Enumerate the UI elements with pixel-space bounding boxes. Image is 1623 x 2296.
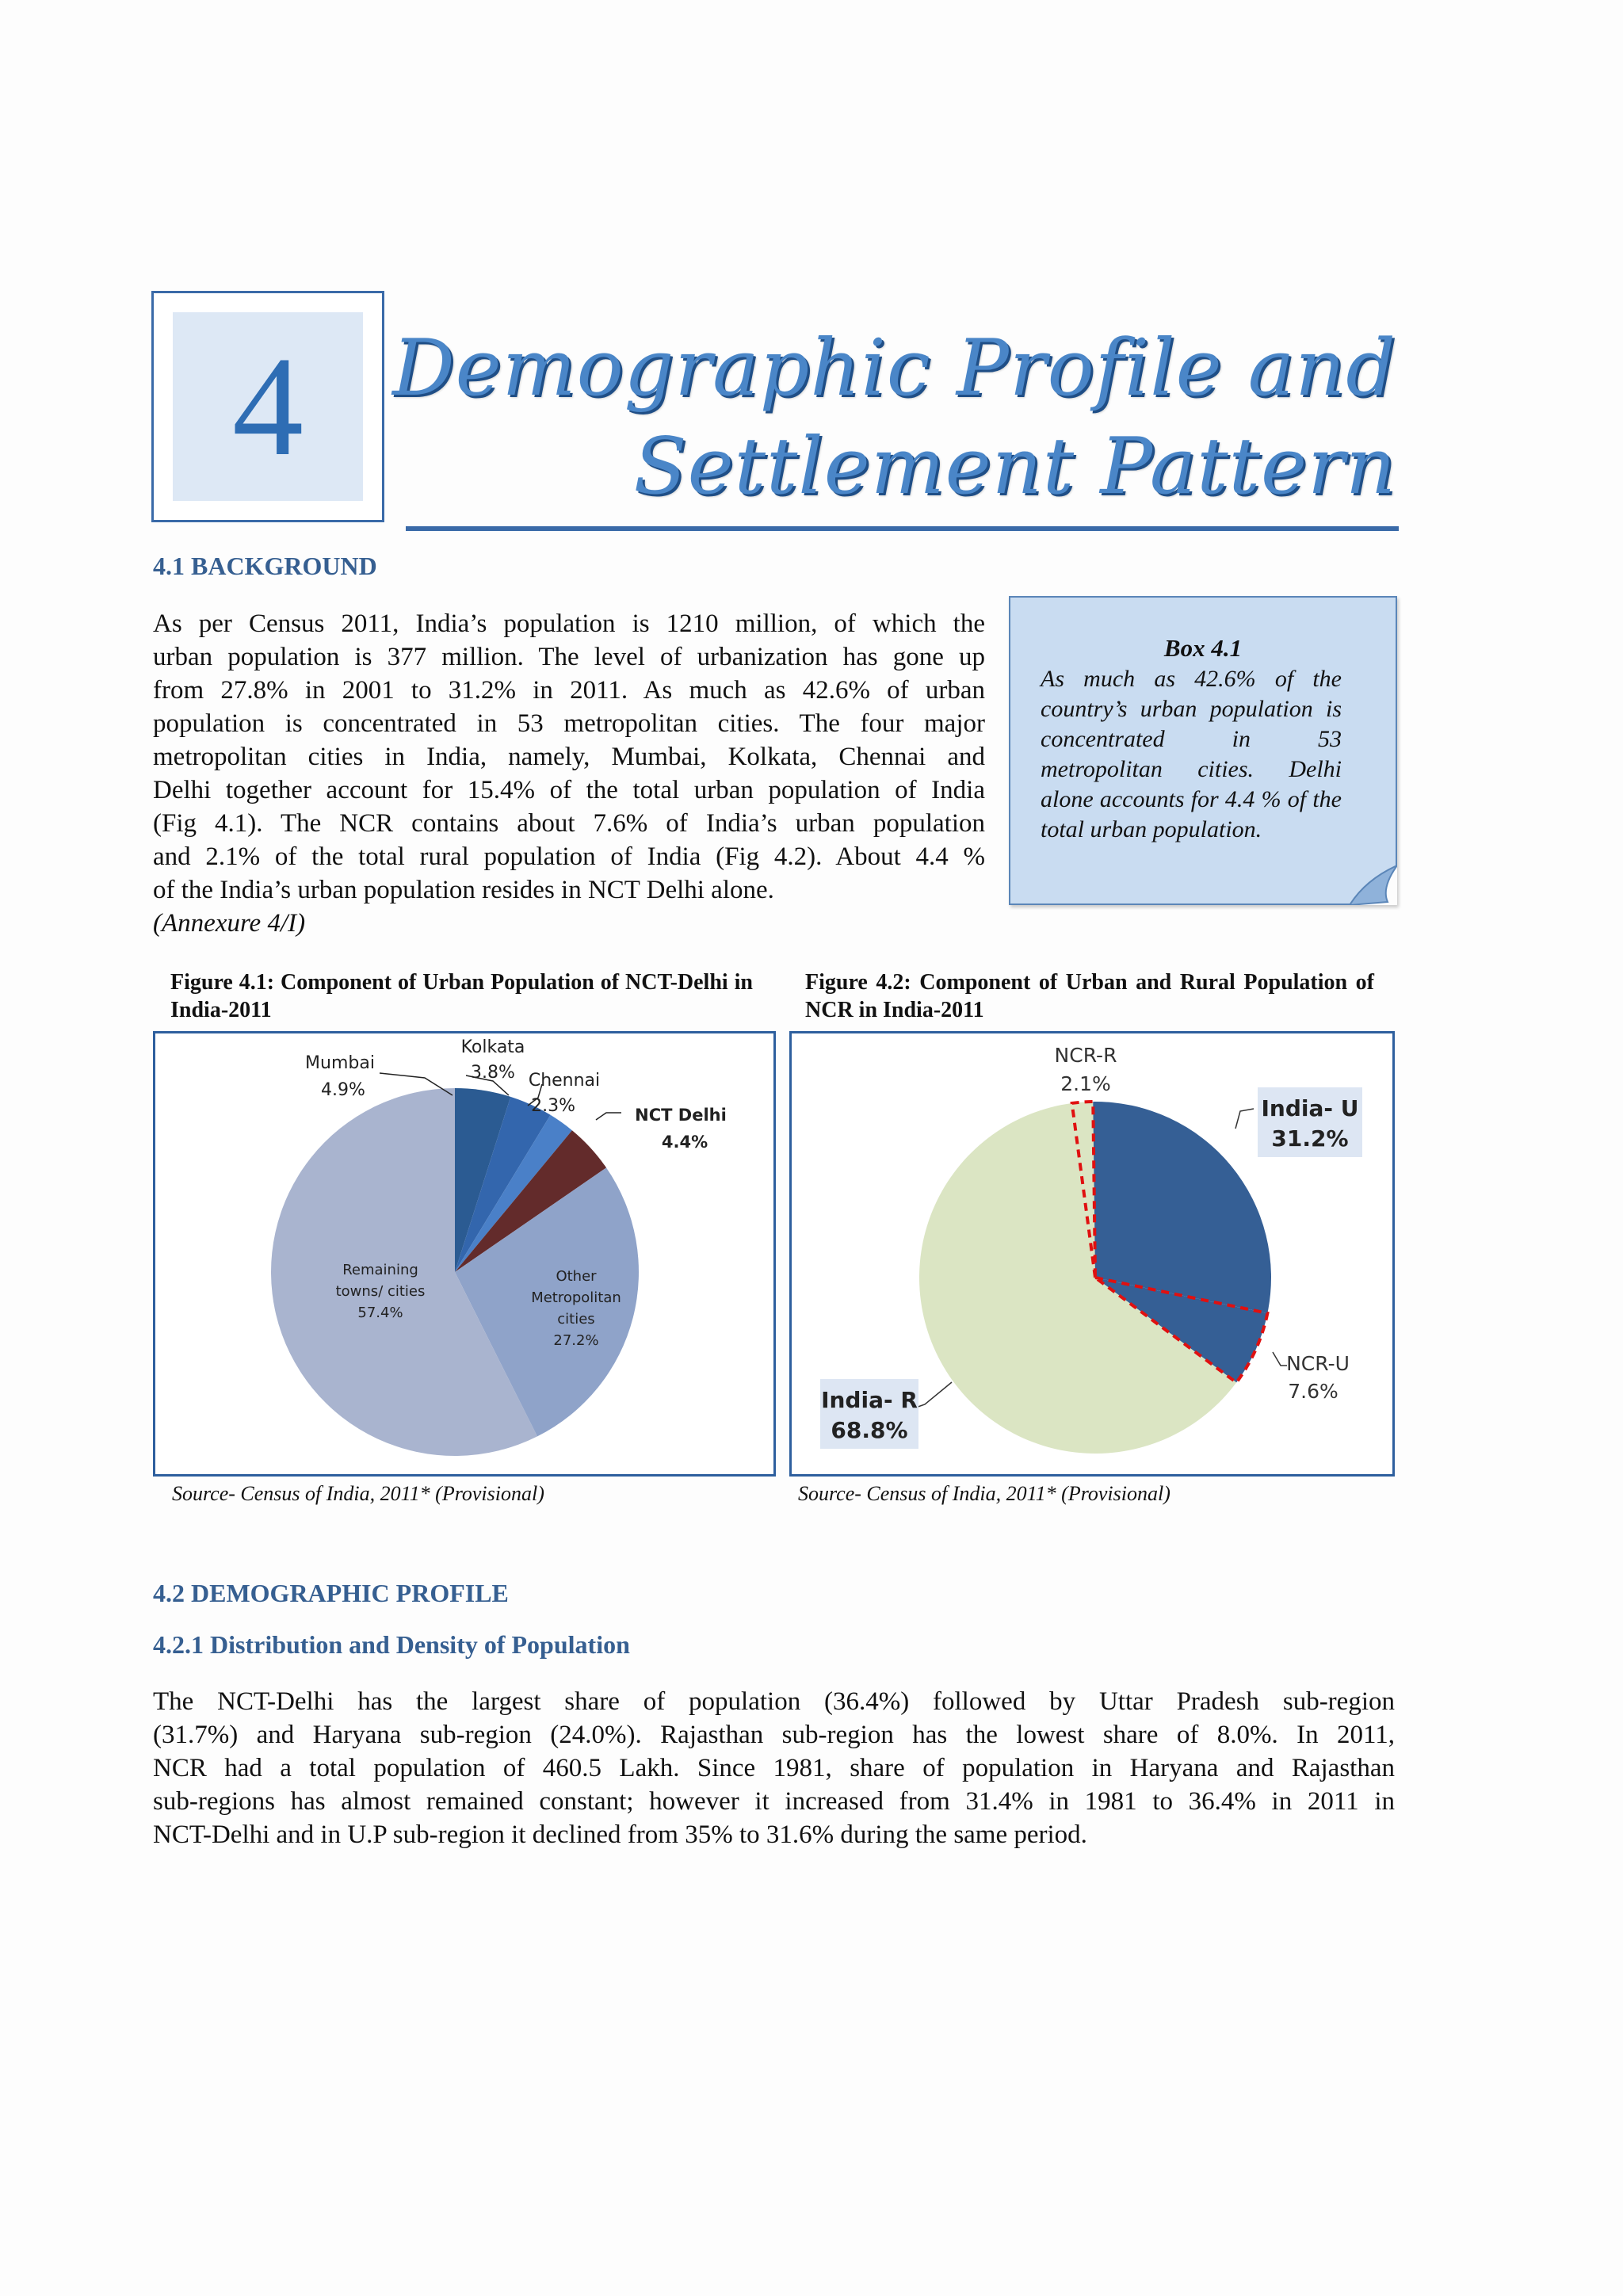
pie-slice-nct-delhi — [455, 1130, 607, 1272]
india-u-label-box — [1258, 1087, 1362, 1157]
leader-line-chennai — [527, 1083, 543, 1106]
pie-label-other-metro-line-1: Other — [556, 1268, 597, 1285]
pie-label-nct-delhi: NCT Delhi — [635, 1106, 727, 1125]
demographic-paragraph: The NCT-Delhi has the largest share of p… — [153, 1685, 1395, 1851]
paragraph-line: The NCT-Delhi has the largest share of p… — [153, 1687, 1395, 1716]
paragraph-line: (Fig 4.1). The NCR contains about 7.6% o… — [153, 809, 985, 838]
highlight-outline-ncr-u — [1094, 1276, 1270, 1385]
paragraph-line: Delhi together account for 15.4% of the … — [153, 776, 985, 804]
chapter-title-line-2: Settlement Pattern — [633, 422, 1396, 512]
paragraph-line: of the India’s urban population resides … — [153, 876, 774, 904]
chapter-number-box: 4 — [151, 291, 384, 522]
pie-slice-india-r — [919, 1102, 1237, 1454]
title-rule — [406, 526, 1399, 531]
figure-4-2-source: Source- Census of India, 2011* (Provisio… — [798, 1482, 1170, 1505]
pie-value-ncr-r: 2.1% — [1060, 1072, 1111, 1095]
pie-slice-chennai — [455, 1114, 572, 1272]
background-paragraph: As per Census 2011, India’s population i… — [153, 607, 985, 940]
paragraph-line: (31.7%) and Haryana sub-region (24.0%). … — [153, 1721, 1395, 1749]
box-title: Box 4.1 — [1163, 634, 1243, 662]
leader-line-india-u — [1235, 1108, 1254, 1129]
figure-4-2-caption: Figure 4.2: Component of Urban and Rural… — [805, 970, 1374, 1022]
pie-label-remaining-line-2: towns/ cities — [336, 1283, 426, 1300]
leader-line-kolkata — [465, 1075, 510, 1096]
figure-4-1-frame: Mumbai 4.9% Kolkata 3.8% Chennai 2.3% NC… — [153, 1031, 776, 1477]
paragraph-line: population is concentrated in 53 metropo… — [153, 709, 985, 738]
pie-slice-india-u — [1093, 1102, 1271, 1313]
pie-value-chennai: 2.3% — [531, 1096, 575, 1116]
pie-label-ncr-u: NCR-U — [1286, 1352, 1350, 1375]
pie-value-ncr-u: 7.6% — [1288, 1380, 1338, 1403]
pie-label-other-metro-line-3: cities — [557, 1311, 594, 1328]
figure-4-1-caption: Figure 4.1: Component of Urban Populatio… — [170, 970, 753, 1022]
leader-line-nct-delhi — [595, 1112, 621, 1121]
pie-slice-ncr-u — [1095, 1278, 1268, 1383]
page-curl-icon — [1350, 865, 1397, 905]
box-text: As much as 42.6% of the country’s urban … — [1041, 666, 1342, 842]
pie-label-mumbai: Mumbai — [305, 1053, 375, 1073]
subsection-heading-distribution: 4.2.1 Distribution and Density of Popula… — [153, 1630, 630, 1659]
pie-value-other-metro: 27.2% — [553, 1332, 598, 1349]
pie-value-mumbai: 4.9% — [321, 1080, 365, 1100]
india-r-label-box — [820, 1379, 918, 1449]
highlight-outline-ncr-r — [1070, 1099, 1097, 1278]
paragraph-line: NCT-Delhi and in U.P sub-region it decli… — [153, 1820, 1087, 1849]
chapter-number: 4 — [232, 327, 304, 485]
leader-line-mumbai — [379, 1072, 453, 1096]
paragraph-line: from 27.8% in 2001 to 31.2% in 2011. As … — [153, 676, 985, 705]
paragraph-line: sub-regions has almost remained constant… — [153, 1787, 1395, 1816]
paragraph-line: urban population is 377 million. The lev… — [153, 643, 985, 671]
pie-value-india-u: 31.2% — [1271, 1125, 1348, 1152]
pie-label-ncr-r: NCR-R — [1055, 1044, 1117, 1067]
figure-4-1-source: Source- Census of India, 2011* (Provisio… — [172, 1482, 544, 1505]
pie-slice-kolkata — [455, 1096, 551, 1272]
section-heading-background: 4.1 BACKGROUND — [153, 552, 377, 580]
pie-label-india-u: India- U — [1262, 1095, 1359, 1121]
pie-value-nct-delhi: 4.4% — [662, 1133, 708, 1152]
paragraph-line: As per Census 2011, India’s population i… — [153, 609, 985, 638]
annexure-reference: (Annexure 4/I) — [153, 909, 306, 938]
section-heading-demographic-profile: 4.2 DEMOGRAPHIC PROFILE — [153, 1579, 509, 1607]
figure-4-2-frame: NCR-R 2.1% India- U 31.2% NCR-U 7.6% Ind… — [789, 1031, 1395, 1477]
chapter-title-line-1: Demographic Profile and — [392, 323, 1396, 414]
box-4-1: Box 4.1 As much as 42.6% of the country’… — [1009, 596, 1397, 905]
pie-slice-remaining-towns-cities — [270, 1088, 538, 1456]
paragraph-line: NCR had a total population of 460.5 Lakh… — [153, 1754, 1395, 1782]
paragraph-line: metropolitan cities in India, namely, Mu… — [153, 743, 985, 771]
figure-4-2-pie-chart: NCR-R 2.1% India- U 31.2% NCR-U 7.6% Ind… — [820, 1044, 1362, 1454]
pie-label-other-metro-line-2: Metropolitan — [531, 1289, 621, 1306]
figure-4-1-pie-chart: Mumbai 4.9% Kolkata 3.8% Chennai 2.3% NC… — [270, 1037, 727, 1456]
pie-value-remaining: 57.4% — [357, 1305, 403, 1321]
paragraph-line: and 2.1% of the total rural population o… — [153, 842, 985, 871]
leader-line-ncr-u — [1272, 1351, 1287, 1366]
pie-slice-mumbai — [455, 1088, 511, 1272]
pie-slice-other-metropolitan-cities — [455, 1167, 640, 1437]
pie-value-kolkata: 3.8% — [471, 1063, 515, 1083]
pie-value-india-r: 68.8% — [831, 1417, 907, 1443]
pie-label-kolkata: Kolkata — [461, 1037, 525, 1057]
chapter-number-panel: 4 — [173, 312, 363, 501]
pie-label-remaining-line-1: Remaining — [342, 1262, 418, 1278]
pie-label-india-r: India- R — [821, 1387, 918, 1413]
pie-label-chennai: Chennai — [529, 1071, 600, 1091]
